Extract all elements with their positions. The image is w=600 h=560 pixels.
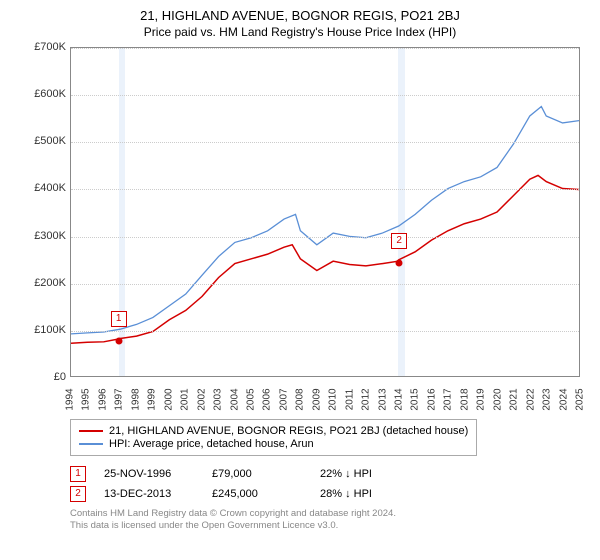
x-axis-label: 2010 bbox=[328, 388, 339, 410]
sale-delta: 28% ↓ HPI bbox=[320, 488, 410, 500]
series-line-hpi bbox=[71, 107, 579, 334]
legend-item: HPI: Average price, detached house, Arun bbox=[79, 438, 468, 450]
x-axis-label: 2007 bbox=[278, 388, 289, 410]
sale-date: 13-DEC-2013 bbox=[104, 488, 194, 500]
sale-price: £245,000 bbox=[212, 488, 302, 500]
x-axis-label: 2002 bbox=[196, 388, 207, 410]
attribution: Contains HM Land Registry data © Crown c… bbox=[70, 508, 590, 533]
x-axis-label: 1994 bbox=[65, 388, 76, 410]
y-axis-label: £500K bbox=[20, 135, 66, 147]
x-axis-label: 2006 bbox=[262, 388, 273, 410]
x-axis-label: 2001 bbox=[180, 388, 191, 410]
legend-label: 21, HIGHLAND AVENUE, BOGNOR REGIS, PO21 … bbox=[109, 425, 468, 437]
legend-swatch bbox=[79, 443, 103, 445]
sale-marker-box: 2 bbox=[391, 233, 407, 249]
sale-date: 25-NOV-1996 bbox=[104, 468, 194, 480]
y-axis-label: £700K bbox=[20, 41, 66, 53]
x-axis-label: 2018 bbox=[459, 388, 470, 410]
attribution-line: This data is licensed under the Open Gov… bbox=[70, 520, 590, 532]
chart-title: 21, HIGHLAND AVENUE, BOGNOR REGIS, PO21 … bbox=[10, 8, 590, 23]
x-axis-label: 1997 bbox=[114, 388, 125, 410]
y-axis-label: £600K bbox=[20, 88, 66, 100]
attribution-line: Contains HM Land Registry data © Crown c… bbox=[70, 508, 590, 520]
x-axis-label: 2009 bbox=[311, 388, 322, 410]
chart-subtitle: Price paid vs. HM Land Registry's House … bbox=[10, 25, 590, 39]
x-axis-label: 2003 bbox=[213, 388, 224, 410]
chart-container: 21, HIGHLAND AVENUE, BOGNOR REGIS, PO21 … bbox=[0, 0, 600, 560]
legend-swatch bbox=[79, 430, 103, 432]
sales-table: 1 25-NOV-1996 £79,000 22% ↓ HPI 2 13-DEC… bbox=[70, 466, 590, 502]
sale-price: £79,000 bbox=[212, 468, 302, 480]
x-axis-label: 2020 bbox=[492, 388, 503, 410]
sale-marker-icon: 1 bbox=[70, 466, 86, 482]
sale-dot bbox=[396, 259, 403, 266]
sale-marker-icon: 2 bbox=[70, 486, 86, 502]
y-axis-label: £100K bbox=[20, 324, 66, 336]
legend-label: HPI: Average price, detached house, Arun bbox=[109, 438, 314, 450]
plot-area: 12 bbox=[70, 47, 580, 377]
x-axis-label: 2019 bbox=[476, 388, 487, 410]
x-axis-label: 2014 bbox=[394, 388, 405, 410]
sales-row: 2 13-DEC-2013 £245,000 28% ↓ HPI bbox=[70, 486, 590, 502]
x-axis-label: 2017 bbox=[443, 388, 454, 410]
x-axis-label: 1998 bbox=[130, 388, 141, 410]
x-axis-label: 2005 bbox=[245, 388, 256, 410]
y-axis-label: £0 bbox=[20, 371, 66, 383]
x-axis-label: 2022 bbox=[525, 388, 536, 410]
series-line-price_paid bbox=[71, 175, 579, 343]
y-axis-label: £200K bbox=[20, 277, 66, 289]
x-axis-label: 2004 bbox=[229, 388, 240, 410]
x-axis-label: 1996 bbox=[97, 388, 108, 410]
x-axis-label: 1999 bbox=[147, 388, 158, 410]
sales-row: 1 25-NOV-1996 £79,000 22% ↓ HPI bbox=[70, 466, 590, 482]
x-axis-label: 2008 bbox=[295, 388, 306, 410]
sale-delta: 22% ↓ HPI bbox=[320, 468, 410, 480]
x-axis-label: 2021 bbox=[509, 388, 520, 410]
x-axis-label: 2015 bbox=[410, 388, 421, 410]
y-axis-label: £300K bbox=[20, 230, 66, 242]
x-axis-label: 1995 bbox=[81, 388, 92, 410]
x-axis-label: 2000 bbox=[163, 388, 174, 410]
x-axis-label: 2011 bbox=[344, 389, 355, 411]
x-axis-label: 2024 bbox=[558, 388, 569, 410]
x-axis-label: 2012 bbox=[361, 388, 372, 410]
sale-dot bbox=[115, 337, 122, 344]
x-axis-label: 2016 bbox=[426, 388, 437, 410]
y-axis-label: £400K bbox=[20, 182, 66, 194]
chart-lines bbox=[71, 48, 579, 376]
legend: 21, HIGHLAND AVENUE, BOGNOR REGIS, PO21 … bbox=[70, 419, 477, 456]
chart: 12 £0£100K£200K£300K£400K£500K£600K£700K… bbox=[20, 47, 580, 407]
legend-item: 21, HIGHLAND AVENUE, BOGNOR REGIS, PO21 … bbox=[79, 425, 468, 437]
x-axis-label: 2023 bbox=[542, 388, 553, 410]
x-axis-label: 2013 bbox=[377, 388, 388, 410]
sale-marker-box: 1 bbox=[111, 311, 127, 327]
x-axis-label: 2025 bbox=[575, 388, 586, 410]
